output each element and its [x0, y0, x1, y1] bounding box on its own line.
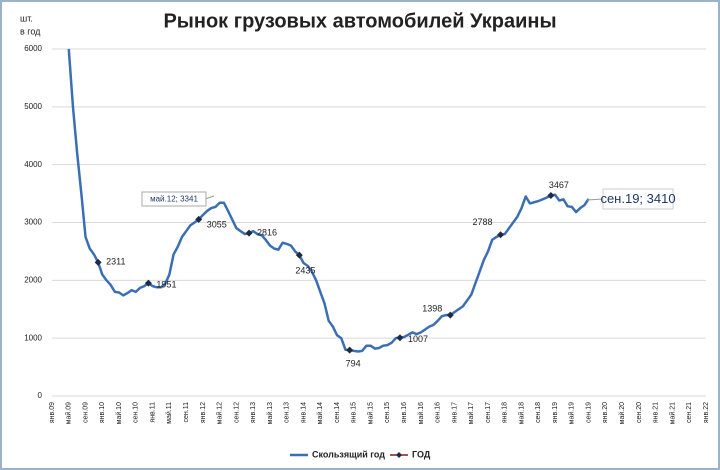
- x-tick-label: янв.21: [653, 402, 660, 423]
- x-tick-label: сен.12: [233, 402, 240, 423]
- x-tick-label: май.12: [216, 402, 224, 424]
- x-tick-label: янв.09: [49, 402, 56, 423]
- x-tick-label: май.17: [467, 402, 475, 424]
- x-tick-label: янв.17: [451, 402, 458, 423]
- x-tick-label: май.18: [517, 402, 525, 424]
- callout-box: [141, 191, 207, 207]
- y-tick-label: 0: [38, 391, 43, 400]
- x-tick-label: май.13: [266, 402, 274, 424]
- x-tick-label: май.15: [366, 402, 374, 424]
- legend-label: ГОД: [412, 449, 431, 459]
- year-marker: [94, 258, 102, 266]
- data-label: 2788: [473, 217, 493, 227]
- data-label: 2435: [295, 266, 315, 276]
- x-tick-label: янв.20: [602, 402, 609, 423]
- data-label: 3055: [207, 220, 227, 230]
- year-marker: [295, 251, 303, 259]
- y-tick-label: 3000: [24, 218, 42, 227]
- year-marker: [144, 279, 152, 287]
- x-tick-label: сен.09: [82, 402, 89, 423]
- x-tick-label: сен.14: [334, 402, 341, 423]
- annotation: сен.19; 3410: [600, 191, 675, 206]
- x-tick-label: янв.18: [502, 402, 509, 423]
- year-marker: [245, 229, 253, 237]
- x-tick-label: май.14: [316, 402, 324, 424]
- y-tick-label: 5000: [24, 102, 42, 111]
- legend-swatch: [396, 452, 402, 458]
- data-label: 794: [346, 358, 361, 368]
- callout-box: [602, 188, 674, 210]
- y-tick-label: 1000: [24, 333, 42, 342]
- x-tick-label: сен.18: [535, 402, 542, 423]
- data-label: 2816: [257, 228, 277, 238]
- x-tick-label: янв.22: [703, 402, 710, 423]
- x-tick-label: май.19: [568, 402, 576, 424]
- y-axis-label: в год: [20, 26, 41, 36]
- x-tick-label: сен.21: [686, 402, 693, 423]
- x-tick-label: май.16: [417, 402, 425, 424]
- x-tick-label: сен.10: [133, 402, 140, 423]
- year-marker: [547, 191, 555, 199]
- data-label: 1951: [156, 280, 176, 290]
- year-marker: [396, 334, 404, 342]
- y-tick-label: 6000: [24, 44, 42, 53]
- data-label: 1398: [422, 304, 442, 314]
- x-tick-label: сен.16: [435, 402, 442, 423]
- x-tick-label: сен.15: [384, 402, 391, 423]
- x-tick-label: янв.13: [250, 402, 257, 423]
- x-tick-label: янв.12: [200, 402, 207, 423]
- x-tick-label: янв.15: [351, 402, 358, 423]
- y-axis-label: шт.: [20, 13, 33, 23]
- year-marker: [497, 231, 505, 239]
- x-tick-label: май.20: [618, 402, 626, 424]
- x-tick-label: сен.20: [636, 402, 643, 423]
- x-tick-label: янв.19: [552, 402, 559, 423]
- data-label: 2311: [106, 257, 125, 267]
- x-tick-label: май.10: [115, 402, 123, 424]
- x-tick-label: янв.10: [99, 402, 106, 423]
- data-label: 3467: [549, 180, 569, 190]
- year-marker: [195, 215, 203, 223]
- legend-label: Скользящий год: [312, 449, 385, 459]
- year-marker: [446, 311, 454, 319]
- x-tick-label: сен.11: [183, 402, 190, 423]
- y-tick-label: 4000: [24, 160, 42, 169]
- x-tick-label: янв.11: [149, 402, 156, 423]
- data-label: 1007: [408, 334, 428, 344]
- x-tick-label: май.21: [668, 402, 676, 424]
- x-tick-label: май.11: [165, 402, 173, 424]
- x-tick-label: май.09: [65, 402, 73, 424]
- annotation: май.12; 3341: [150, 195, 198, 204]
- chart-title: Рынок грузовых автомобилей Украины: [163, 10, 556, 32]
- x-tick-label: сен.13: [284, 402, 291, 423]
- year-marker: [346, 346, 354, 354]
- callout-leader: [586, 198, 604, 201]
- x-tick-label: янв.14: [300, 402, 307, 423]
- x-tick-label: сен.17: [485, 402, 492, 423]
- y-tick-label: 2000: [24, 275, 42, 284]
- x-tick-label: сен.19: [585, 402, 592, 423]
- x-tick-label: янв.16: [401, 402, 408, 423]
